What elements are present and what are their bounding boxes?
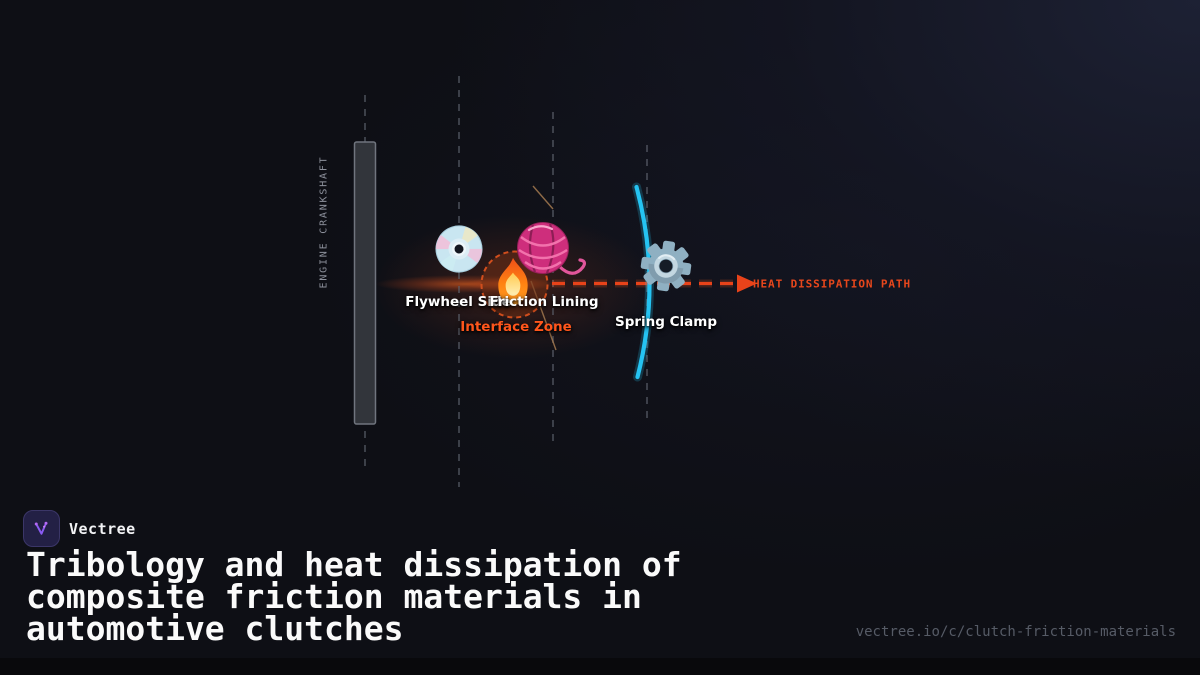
page-url: vectree.io/c/clutch-friction-materials [855,624,1176,640]
friction-lining-label: Friction Lining [489,294,599,310]
crankshaft-bar [353,141,377,425]
vectree-branch-icon [34,521,48,535]
fire-icon [498,257,528,306]
yarn-ball-icon [517,222,587,275]
brand-row: Vectree [23,510,136,547]
flywheel-side-label: Flywheel Side [405,294,511,310]
bottom-strip [0,658,1200,675]
page-title: Tribology and heat dissipation of compos… [26,545,682,648]
heat-dissipation-path-label: HEAT DISSIPATION PATH [753,277,911,291]
interface-zone-label: Interface Zone [460,319,572,335]
brand-name: Vectree [69,519,136,538]
engine-crankshaft-label: ENGINE CRANKSHAFT [318,155,330,289]
vectree-logo [23,510,60,547]
spring-clamp-label: Spring Clamp [614,314,718,330]
heat-arrowhead-icon [737,274,757,293]
cd-flywheel-icon [435,225,483,273]
gear-icon [640,240,692,292]
